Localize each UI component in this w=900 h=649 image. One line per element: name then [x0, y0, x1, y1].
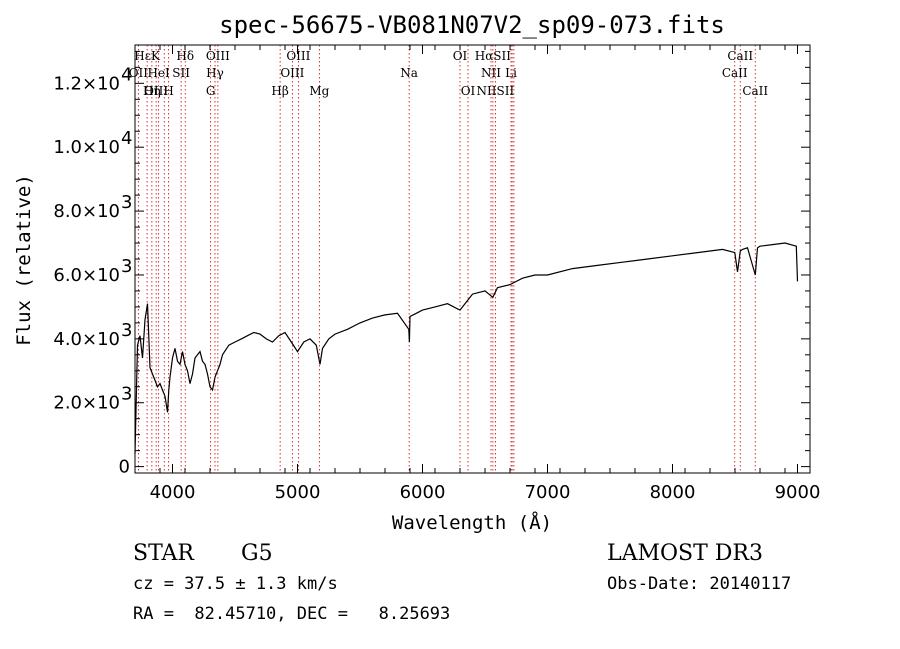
y-tick-label: 0 — [119, 457, 130, 478]
object-type: STAR — [133, 541, 195, 566]
survey-name: LAMOST DR3 — [607, 541, 763, 566]
x-tick-label: 9000 — [775, 482, 821, 503]
line-label-5: OIII — [144, 84, 168, 98]
line-label-15: Mg — [309, 84, 329, 98]
line-label-6: Hη — [143, 84, 161, 98]
x-tick-label: 6000 — [400, 482, 446, 503]
obs-date: Obs-Date: 20140117 — [607, 574, 791, 594]
line-label-25: CaII — [727, 49, 753, 63]
spectral-subclass: G5 — [241, 541, 273, 566]
y-tick-label: 4.0×10 — [53, 329, 120, 350]
line-label-26: CaII — [722, 66, 748, 80]
line-label-4: SII — [172, 66, 190, 80]
redshift-text: cz = 37.5 ± 1.3 km/s — [133, 574, 338, 594]
line-label-0: HεK — [134, 49, 161, 63]
line-label-19: HαSII — [475, 49, 512, 63]
y-tick-label: 6.0×10 — [53, 265, 120, 286]
line-label-18: OI — [461, 84, 476, 98]
line-label-7: H — [163, 84, 173, 98]
line-label-14: OIII — [280, 66, 304, 80]
line-label-21: NIISII — [477, 84, 515, 98]
line-label-11: G — [206, 84, 216, 98]
line-marker-group — [137, 45, 756, 473]
chart-title: spec-56675-VB081N07V2_sp09-073.fits — [219, 11, 725, 39]
x-tick-label: 5000 — [275, 482, 321, 503]
line-label-13: OIII — [286, 49, 310, 63]
line-label-20: NII — [481, 66, 501, 80]
spectrum-line — [134, 242, 799, 454]
x-tick-label: 7000 — [525, 482, 571, 503]
y-tick-exponent: 4 — [121, 128, 132, 149]
line-label-8: Hδ — [176, 49, 194, 63]
y-tick-exponent: 4 — [121, 64, 132, 85]
y-tick-label: 2.0×10 — [53, 393, 120, 414]
x-axis-label: Wavelength (Å) — [392, 511, 552, 534]
y-tick-label: 1.2×10 — [53, 73, 120, 94]
y-tick-label: 8.0×10 — [53, 201, 120, 222]
x-axis-ticks: 4000 5000 6000 7000 8000 9000 — [134, 45, 821, 503]
line-label-9: OIII — [206, 49, 230, 63]
line-label-1: OII — [129, 66, 149, 80]
line-label-10: Hγ — [206, 66, 224, 80]
line-label-27: CaII — [742, 84, 768, 98]
coordinates: RA = 82.45710, DEC = 8.25693 — [133, 604, 450, 624]
line-label-23: Li — [505, 66, 517, 80]
plot-frame — [134, 44, 811, 474]
line-label-16: Na — [400, 66, 418, 80]
y-tick-exponent: 3 — [121, 256, 132, 277]
y-axis-ticks: 02.0×10 34.0×10 36.0×10 38.0×10 31.0×10 41.2×… — [53, 50, 810, 478]
line-label-12: Hβ — [271, 84, 288, 98]
line-label-17: OI — [453, 49, 468, 63]
y-tick-label: 1.0×10 — [53, 137, 120, 158]
x-tick-label: 4000 — [150, 482, 196, 503]
y-tick-exponent: 3 — [121, 384, 132, 405]
y-tick-exponent: 3 — [121, 320, 132, 341]
line-label-3: HeI — [147, 66, 170, 80]
y-axis-label: Flux (relative) — [13, 174, 35, 346]
y-tick-exponent: 3 — [121, 192, 132, 213]
x-tick-label: 8000 — [650, 482, 696, 503]
